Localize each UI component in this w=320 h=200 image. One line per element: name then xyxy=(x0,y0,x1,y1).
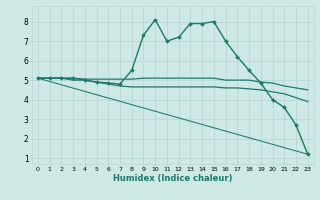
X-axis label: Humidex (Indice chaleur): Humidex (Indice chaleur) xyxy=(113,174,233,183)
